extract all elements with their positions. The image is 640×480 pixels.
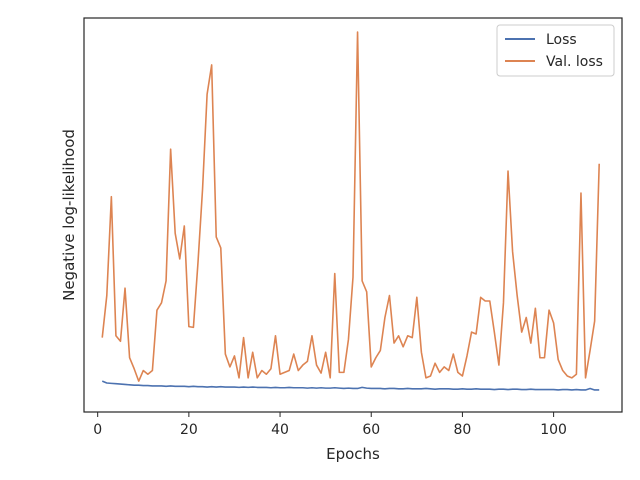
x-tick-label-40: 40 [271, 422, 289, 438]
series-line-loss [101, 380, 600, 391]
x-tick-label-0: 0 [93, 422, 102, 438]
x-tick-label-100: 100 [540, 422, 567, 438]
legend-box [496, 24, 615, 77]
legend: Loss Val. loss [496, 24, 615, 77]
series-layer [101, 31, 600, 391]
legend-label-loss: Loss [546, 32, 577, 48]
plot-frame [83, 17, 623, 413]
y-axis-label: Negative log-likelihood [60, 129, 78, 301]
series-line-val-loss [101, 31, 600, 382]
x-tick-label-20: 20 [180, 422, 198, 438]
plot-background [84, 18, 622, 412]
x-tick-label-80: 80 [454, 422, 472, 438]
x-tick-label-60: 60 [362, 422, 380, 438]
x-axis-ticks: 0 20 40 60 80 100 [93, 412, 567, 438]
legend-label-val-loss: Val. loss [546, 54, 603, 70]
x-axis-label: Epochs [326, 445, 380, 463]
